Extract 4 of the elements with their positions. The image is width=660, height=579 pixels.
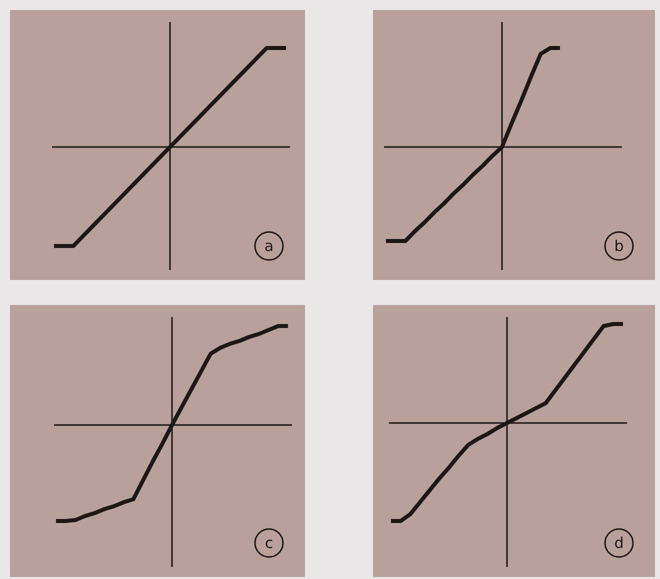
text: c	[264, 534, 274, 552]
text: d	[614, 534, 624, 552]
text: b	[614, 237, 624, 255]
text: a	[264, 237, 274, 255]
